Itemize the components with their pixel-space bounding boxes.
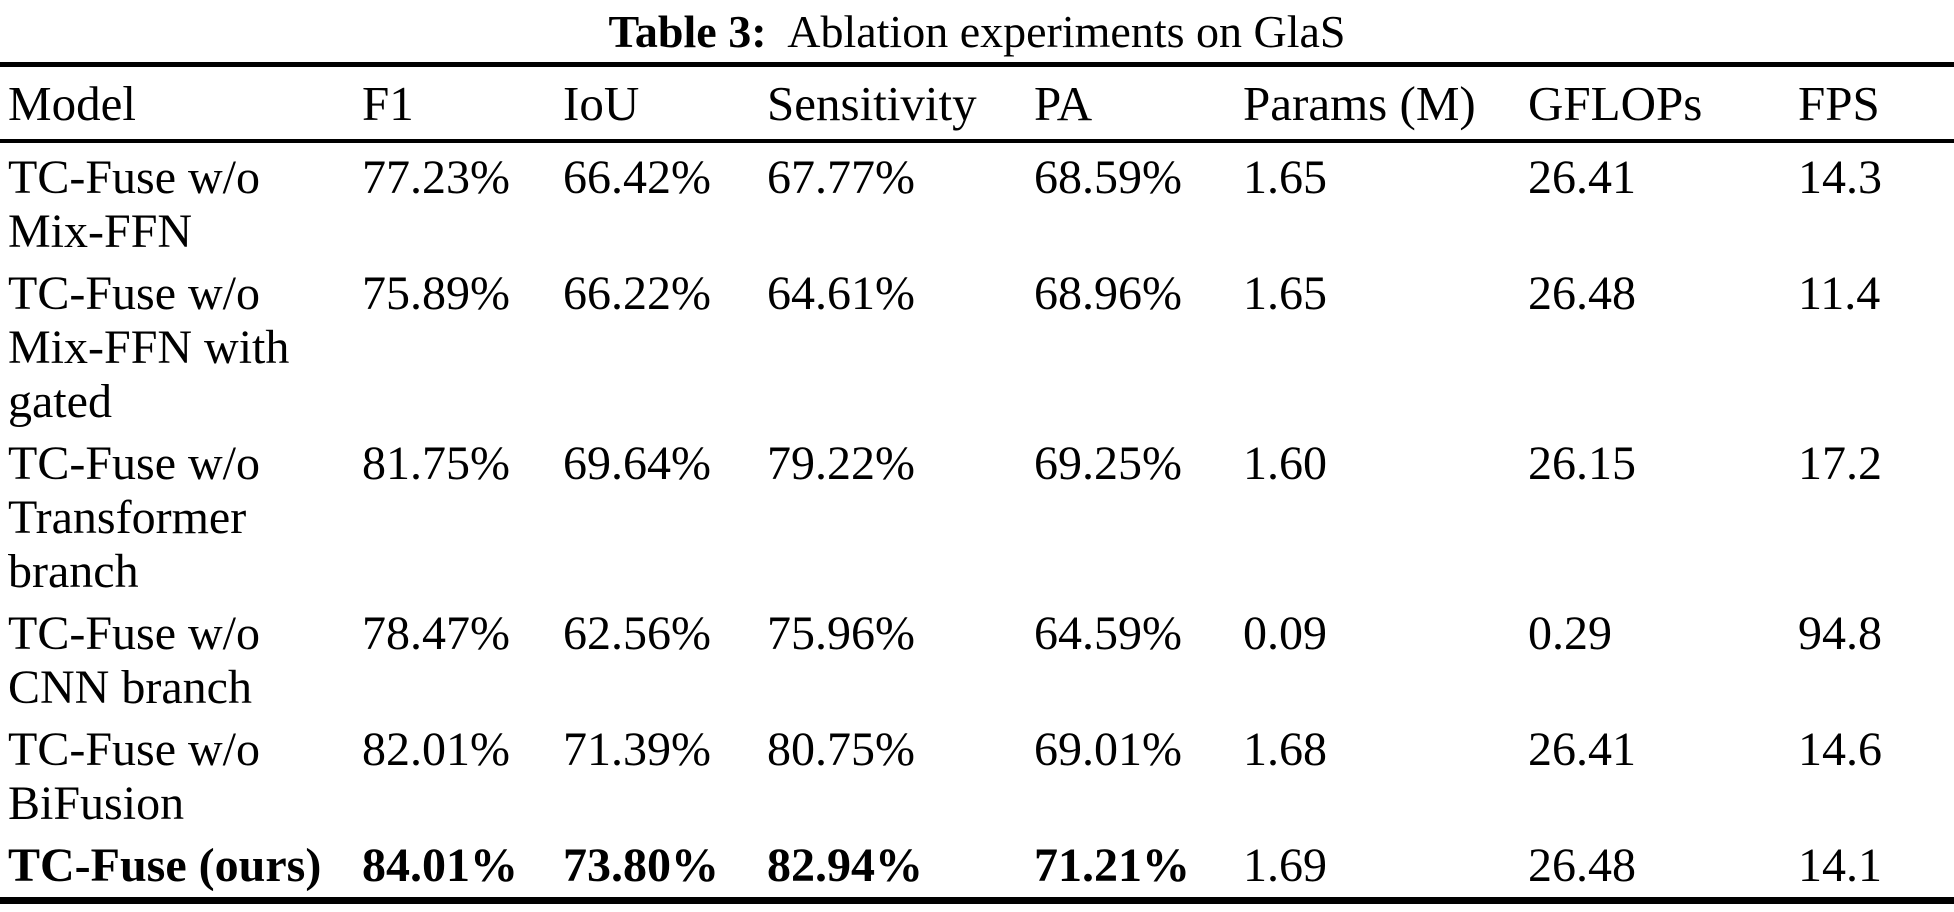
column-header-gflops: GFLOPs bbox=[1528, 64, 1798, 143]
column-header-fps: FPS bbox=[1798, 64, 1954, 143]
pa-cell: 69.25% bbox=[1034, 437, 1182, 490]
f1-cell: 84.01% bbox=[362, 839, 518, 892]
model-cell: TC-Fuse w/o Mix-FFN bbox=[8, 151, 260, 258]
table-caption-text: Ablation experiments on GlaS bbox=[787, 5, 1346, 57]
sensitivity-cell: 82.94% bbox=[767, 839, 923, 892]
table-row: TC-Fuse w/o Mix-FFN with gated 75.89% 66.2… bbox=[0, 259, 1954, 429]
column-header-model: Model bbox=[0, 64, 362, 143]
f1-cell: 78.47% bbox=[362, 607, 510, 660]
table-body: TC-Fuse w/o Mix-FFN 77.23% 66.42% 67.77% 68.… bbox=[0, 141, 1954, 901]
column-header-params: Params (M) bbox=[1243, 64, 1528, 143]
pa-cell: 71.21% bbox=[1034, 839, 1190, 892]
table-caption: Table 3: Ablation experiments on GlaS bbox=[0, 0, 1954, 62]
gflops-cell: 26.41 bbox=[1528, 151, 1636, 204]
params-cell: 0.09 bbox=[1243, 607, 1327, 660]
column-header-sensitivity: Sensitivity bbox=[767, 64, 1034, 143]
iou-cell: 69.64% bbox=[563, 437, 711, 490]
iou-cell: 62.56% bbox=[563, 607, 711, 660]
table-row: TC-Fuse w/o Transformer branch 81.75% 69.6… bbox=[0, 429, 1954, 599]
table-row: TC-Fuse w/o BiFusion 82.01% 71.39% 80.75% 69… bbox=[0, 715, 1954, 831]
params-cell: 1.65 bbox=[1243, 151, 1327, 204]
table-caption-label: Table 3: bbox=[608, 5, 767, 57]
fps-cell: 17.2 bbox=[1798, 437, 1882, 490]
iou-cell: 66.22% bbox=[563, 267, 711, 320]
iou-cell: 71.39% bbox=[563, 723, 711, 776]
iou-cell: 73.80% bbox=[563, 839, 719, 892]
params-cell: 1.65 bbox=[1243, 267, 1327, 320]
iou-cell: 66.42% bbox=[563, 151, 711, 204]
model-cell: TC-Fuse w/o CNN branch bbox=[8, 607, 260, 714]
params-cell: 1.60 bbox=[1243, 437, 1327, 490]
table-row: TC-Fuse w/o CNN branch 78.47% 62.56% 75.96%… bbox=[0, 599, 1954, 715]
sensitivity-cell: 80.75% bbox=[767, 723, 915, 776]
f1-cell: 75.89% bbox=[362, 267, 510, 320]
ablation-table: Model F1 IoU Sensitivity PA Params (M) GFLOPs F… bbox=[0, 62, 1954, 904]
gflops-cell: 26.41 bbox=[1528, 723, 1636, 776]
pa-cell: 68.59% bbox=[1034, 151, 1182, 204]
column-header-pa: PA bbox=[1034, 64, 1243, 143]
model-cell: TC-Fuse w/o Mix-FFN with gated bbox=[8, 267, 290, 428]
table-row: TC-Fuse (ours) 84.01% 73.80% 82.94% 71.21% 1.… bbox=[0, 831, 1954, 901]
column-header-f1: F1 bbox=[362, 64, 563, 143]
fps-cell: 11.4 bbox=[1798, 267, 1881, 320]
fps-cell: 14.1 bbox=[1798, 839, 1882, 892]
sensitivity-cell: 79.22% bbox=[767, 437, 915, 490]
sensitivity-cell: 67.77% bbox=[767, 151, 915, 204]
column-header-iou: IoU bbox=[563, 64, 767, 143]
sensitivity-cell: 75.96% bbox=[767, 607, 915, 660]
params-cell: 1.68 bbox=[1243, 723, 1327, 776]
f1-cell: 77.23% bbox=[362, 151, 510, 204]
pa-cell: 68.96% bbox=[1034, 267, 1182, 320]
sensitivity-cell: 64.61% bbox=[767, 267, 915, 320]
pa-cell: 69.01% bbox=[1034, 723, 1182, 776]
model-cell: TC-Fuse (ours) bbox=[8, 839, 322, 892]
gflops-cell: 26.48 bbox=[1528, 839, 1636, 892]
f1-cell: 82.01% bbox=[362, 723, 510, 776]
fps-cell: 14.3 bbox=[1798, 151, 1882, 204]
fps-cell: 14.6 bbox=[1798, 723, 1882, 776]
table-header: Model F1 IoU Sensitivity PA Params (M) GFLOPs F… bbox=[0, 64, 1954, 143]
fps-cell: 94.8 bbox=[1798, 607, 1882, 660]
model-cell: TC-Fuse w/o Transformer branch bbox=[8, 437, 260, 598]
gflops-cell: 26.15 bbox=[1528, 437, 1636, 490]
params-cell: 1.69 bbox=[1243, 839, 1327, 892]
model-cell: TC-Fuse w/o BiFusion bbox=[8, 723, 260, 830]
header-row: Model F1 IoU Sensitivity PA Params (M) GFLOPs F… bbox=[0, 64, 1954, 143]
pa-cell: 64.59% bbox=[1034, 607, 1182, 660]
gflops-cell: 0.29 bbox=[1528, 607, 1612, 660]
table-row: TC-Fuse w/o Mix-FFN 77.23% 66.42% 67.77% 68.… bbox=[0, 141, 1954, 259]
gflops-cell: 26.48 bbox=[1528, 267, 1636, 320]
f1-cell: 81.75% bbox=[362, 437, 510, 490]
